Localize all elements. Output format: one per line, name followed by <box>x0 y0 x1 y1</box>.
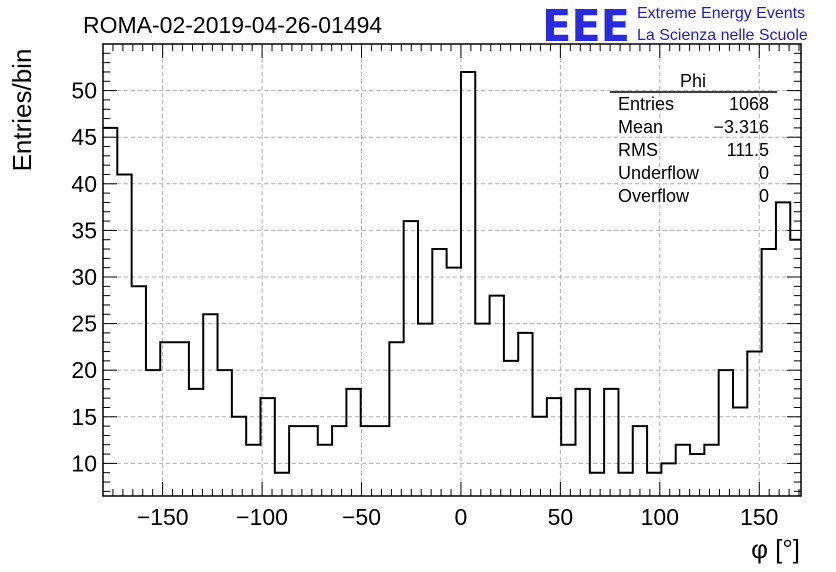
tick-labels: −150 −100 −50 0 50 100 150 10 15 20 25 30 35 40 45 50 <box>71 78 778 530</box>
y-tick-label: 10 <box>71 450 97 476</box>
x-tick-label: 100 <box>641 504 679 530</box>
stats-row-label: Entries <box>618 94 674 114</box>
stats-title: Phi <box>680 71 706 91</box>
stats-row-label: Overflow <box>618 186 690 206</box>
plot-frame <box>102 43 802 497</box>
eee-logo: EEE Extreme Energy Events La Scienza nel… <box>542 1 808 52</box>
histogram-outline <box>103 70 801 474</box>
x-tick-label: 50 <box>548 504 574 530</box>
stats-row-label: RMS <box>618 140 658 160</box>
stats-row-value: 0 <box>759 163 769 183</box>
axis-ticks <box>103 44 801 496</box>
stats-row-value: 111.5 <box>727 140 769 160</box>
y-tick-label: 50 <box>71 78 97 104</box>
y-tick-label: 20 <box>71 357 97 383</box>
x-axis-label: φ [°] <box>751 534 800 564</box>
logo-line-1: Extreme Energy Events <box>637 5 805 22</box>
y-tick-label: 35 <box>71 217 97 243</box>
stats-row-label: Underflow <box>618 163 700 183</box>
x-tick-label: −100 <box>236 504 288 530</box>
stats-row-label: Mean <box>618 117 663 137</box>
y-axis-label: Entries/bin <box>7 49 37 172</box>
y-tick-label: 30 <box>71 264 97 290</box>
stats-box: Phi Entries 1068 Mean −3.316 RMS 111.5 Underfl… <box>610 71 777 206</box>
stats-row-value: −3.316 <box>713 117 769 137</box>
y-tick-label: 25 <box>71 311 97 337</box>
chart-title: ROMA-02-2019-04-26-01494 <box>83 12 382 38</box>
logo-mark: EEE <box>542 1 630 52</box>
x-tick-label: 150 <box>740 504 778 530</box>
stats-row-value: 0 <box>759 186 769 206</box>
y-tick-label: 45 <box>71 124 97 150</box>
y-tick-label: 15 <box>71 404 97 430</box>
stats-row-value: 1068 <box>729 94 769 114</box>
y-tick-label: 40 <box>71 171 97 197</box>
logo-line-2: La Scienza nelle Scuole <box>637 27 808 44</box>
x-tick-label: 0 <box>455 504 468 530</box>
x-tick-label: −50 <box>342 504 381 530</box>
stats-rows: Entries 1068 Mean −3.316 RMS 111.5 Underflow 0 O… <box>618 94 769 206</box>
grid <box>103 44 801 496</box>
x-tick-label: −150 <box>137 504 189 530</box>
